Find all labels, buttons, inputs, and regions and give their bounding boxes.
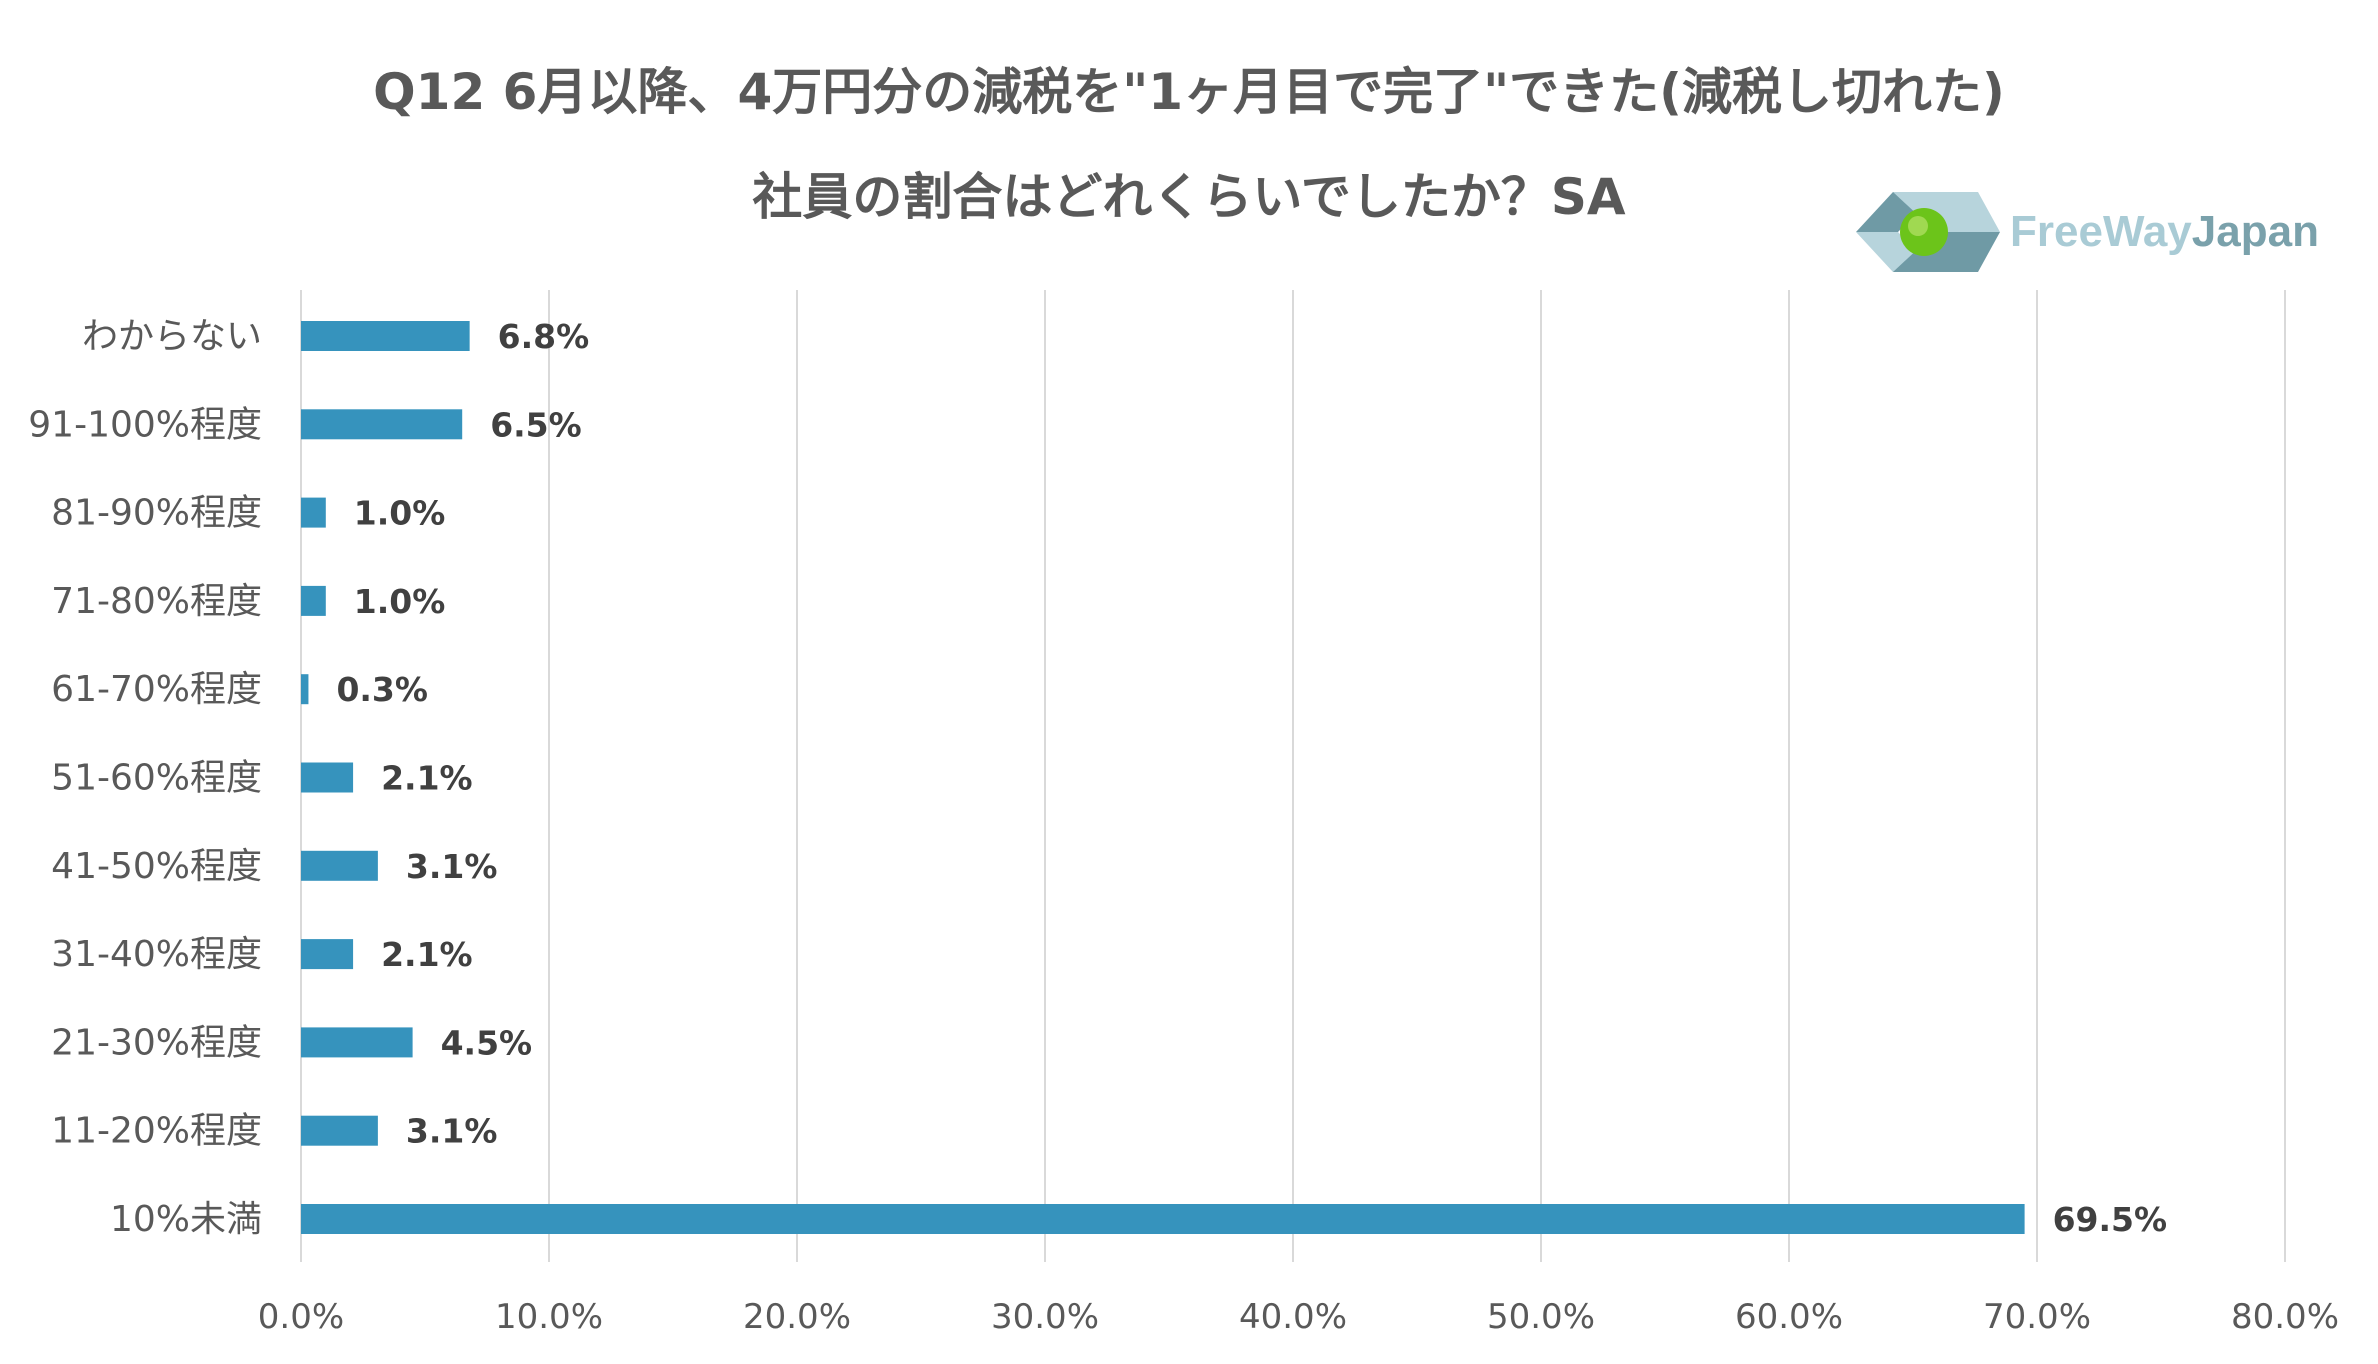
logo-text-freeway: FreeWay [2010, 207, 2192, 256]
x-tick-label: 70.0% [1983, 1297, 2091, 1337]
chart-title-line-2: 社員の割合はどれくらいでしたか？SA [752, 168, 1626, 226]
category-label: 10%未満 [110, 1199, 262, 1240]
x-tick-label: 50.0% [1487, 1297, 1595, 1337]
bar [301, 1204, 2025, 1234]
category-label: 11-20%程度 [51, 1111, 262, 1152]
logo-text-japan: Japan [2192, 207, 2319, 256]
x-tick-label: 0.0% [258, 1297, 344, 1337]
x-tick-label: 10.0% [495, 1297, 603, 1337]
category-label: わからない [82, 316, 262, 357]
category-label: 81-90%程度 [51, 493, 262, 534]
bar [301, 1027, 413, 1058]
x-tick-label: 30.0% [991, 1297, 1099, 1337]
data-label: 69.5% [2053, 1200, 2168, 1239]
data-label: 0.3% [336, 670, 428, 709]
data-label: 1.0% [354, 494, 446, 533]
data-label: 2.1% [381, 935, 473, 974]
category-label: 61-70%程度 [51, 669, 262, 710]
bar [301, 321, 470, 351]
category-label: 71-80%程度 [51, 581, 262, 622]
x-tick-label: 60.0% [1735, 1297, 1843, 1337]
bar [301, 1115, 378, 1146]
data-label: 3.1% [406, 1112, 498, 1151]
data-label: 3.1% [406, 847, 498, 886]
chart-title: Q12 6月以降、4万円分の減税を"1ヶ月目で完了"できた(減税し切れた) 社員… [0, 40, 2378, 250]
category-label: 31-40%程度 [51, 934, 262, 975]
bar [301, 409, 463, 440]
data-label: 1.0% [354, 582, 446, 621]
bar [301, 939, 354, 970]
category-label: 51-60%程度 [51, 758, 262, 799]
bar [301, 850, 378, 881]
freewayjapan-logo-icon: FreeWayJapan [1856, 192, 2319, 272]
chart-title-line-1: Q12 6月以降、4万円分の減税を"1ヶ月目で完了"できた(減税し切れた) [373, 63, 2005, 121]
svg-text:FreeWayJapan: FreeWayJapan [2010, 207, 2319, 256]
data-label: 4.5% [441, 1023, 533, 1062]
x-tick-label: 20.0% [743, 1297, 851, 1337]
x-tick-label: 40.0% [1239, 1297, 1347, 1337]
bar [301, 497, 326, 528]
bar [301, 585, 326, 616]
category-label: 41-50%程度 [51, 846, 262, 887]
data-label: 6.8% [498, 317, 590, 356]
x-tick-label: 80.0% [2231, 1297, 2339, 1337]
data-label: 6.5% [490, 405, 582, 444]
bar [301, 762, 354, 793]
data-label: 2.1% [381, 759, 473, 798]
freewayjapan-logo: FreeWayJapan [1838, 172, 2338, 292]
category-label: 91-100%程度 [28, 404, 262, 445]
category-label: 21-30%程度 [51, 1022, 262, 1063]
bar [301, 674, 309, 705]
